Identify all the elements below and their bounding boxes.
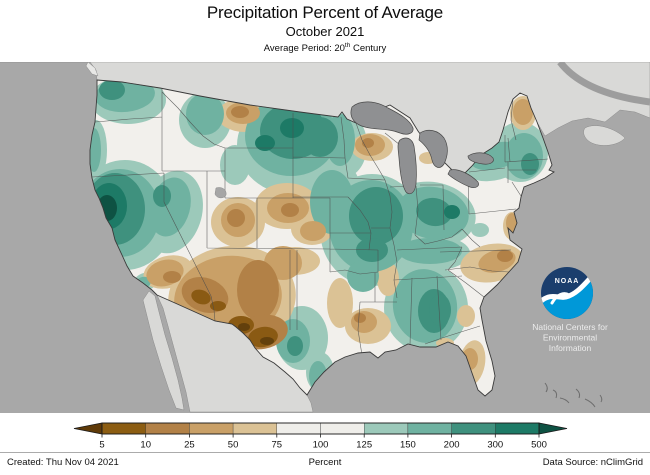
contour-blob [231, 106, 249, 118]
contour-blob [237, 260, 279, 320]
colorbar-tick-label: 10 [140, 440, 151, 451]
colorbar-tick-label: 500 [531, 440, 547, 451]
contour-blob [327, 278, 353, 328]
colorbar-segment [407, 422, 452, 435]
colorbar-segment [364, 422, 409, 435]
colorbar-unit-label: Percent [308, 457, 342, 468]
contour-blob [513, 99, 533, 125]
contour-blob [398, 238, 462, 264]
contour-blob [227, 209, 245, 227]
colorbar: 5 10 25 50 75 100 125 150 200 300 500 [73, 422, 568, 451]
colorbar-arrow-left [73, 422, 103, 435]
colorbar-segment [145, 422, 190, 435]
great-salt-lake [214, 187, 227, 199]
colorbar-segment [189, 422, 234, 435]
colorbar-tick-label: 125 [356, 440, 372, 451]
noaa-logo: NOAA [541, 267, 593, 319]
lake-michigan [397, 137, 417, 195]
noaa-logo-wing [550, 292, 571, 305]
colorbar-arrow-right [538, 422, 568, 435]
colorbar-tick-label: 75 [272, 440, 283, 451]
ncei-line-1: National Centers for [532, 322, 608, 332]
contour-blob [260, 337, 274, 345]
contour-blob [354, 313, 366, 323]
ncei-wordmark: National Centers for Environmental Infor… [532, 322, 608, 353]
colorbar-tick-label: 300 [487, 440, 503, 451]
colorbar-tick-label: 150 [400, 440, 416, 451]
ncei-line-3: Information [549, 343, 592, 353]
contour-blob [255, 135, 275, 151]
nova-scotia [583, 125, 626, 146]
colorbar-segment [451, 422, 496, 435]
created-timestamp: Created: Thu Nov 04 2021 [7, 457, 119, 468]
contour-blob [280, 118, 304, 138]
average-period-label: Average Period: 20th Century [0, 42, 650, 54]
colorbar-segment [232, 422, 277, 435]
st-lawrence-river [557, 62, 650, 106]
contour-blob [287, 336, 303, 356]
contour-blob [302, 117, 338, 157]
bahamas-islands [544, 382, 603, 408]
ncei-line-2: Environmental [543, 333, 597, 343]
contour-blob [220, 145, 250, 185]
colorbar-tick-label: 100 [313, 440, 329, 451]
contour-blob [457, 305, 475, 327]
vancouver-island [85, 62, 99, 77]
contour-blob [347, 260, 379, 292]
map-header: Precipitation Percent of Average October… [0, 0, 650, 54]
colorbar-tick-label: 200 [444, 440, 460, 451]
lake-erie [447, 169, 479, 188]
baja-california [142, 290, 185, 411]
lake-ontario [467, 152, 494, 165]
colorbar-tick-label: 25 [184, 440, 195, 451]
colorbar-segment [495, 422, 540, 435]
average-period-superscript: th [344, 42, 351, 49]
footer-divider [0, 452, 650, 453]
contour-blob [429, 294, 451, 326]
colorbar-tick-label: 50 [228, 440, 239, 451]
noaa-logo-acronym: NOAA [555, 278, 580, 285]
us-outline [89, 79, 555, 397]
contour-blob [191, 289, 211, 305]
colorbar-segment [276, 422, 321, 435]
colorbar-segment [320, 422, 365, 435]
contour-blob [210, 301, 226, 311]
contour-blob [153, 185, 171, 207]
noaa-logo-sea [541, 274, 593, 319]
lake-superior [350, 101, 414, 135]
data-source-label: Data Source: nClimGrid [542, 457, 643, 468]
contour-blob [238, 323, 250, 331]
map-canvas: NOAA National Centers for Environmental … [0, 62, 650, 413]
contour-blob [444, 205, 460, 219]
average-period-suffix: Century [350, 43, 387, 55]
contour-blob [497, 250, 513, 262]
contour-blob [471, 223, 489, 237]
contour-blob [521, 153, 539, 175]
lake-huron [418, 129, 448, 168]
contour-blob [349, 187, 403, 245]
contour-blob [300, 221, 326, 241]
state-borders [91, 88, 549, 356]
contour-blob [186, 93, 224, 135]
average-period-prefix: Average Period: 20 [263, 43, 345, 55]
contour-blob [416, 197, 452, 227]
contour-blob [99, 80, 125, 100]
contour-blob [377, 262, 399, 296]
page-subtitle: October 2021 [285, 24, 365, 39]
colorbar-segment [101, 422, 146, 435]
noaa-logo-bird [541, 269, 593, 305]
page-title: Precipitation Percent of Average [206, 3, 444, 22]
great-lakes [214, 101, 494, 199]
contour-blob [163, 271, 181, 283]
colorbar-tick-label: 5 [99, 440, 104, 451]
contour-blob [281, 203, 299, 217]
